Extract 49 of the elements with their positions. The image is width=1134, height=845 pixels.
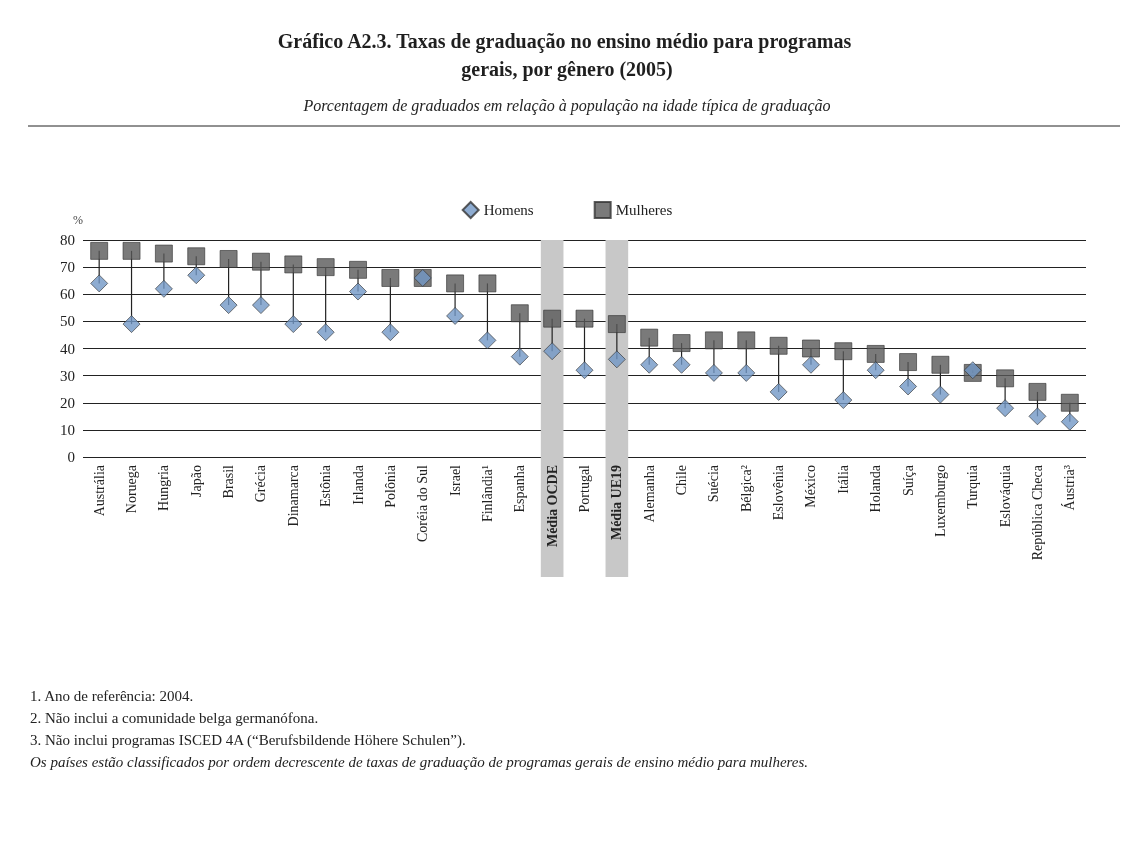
x-tick-label: Áustria³	[1061, 465, 1078, 511]
x-tick-label: República Checa	[1029, 464, 1045, 561]
legend-label: Homens	[483, 202, 534, 218]
legend-label: Mulheres	[615, 202, 673, 218]
y-tick-label: 30	[60, 367, 75, 384]
x-tick-label: Suécia	[706, 464, 722, 503]
x-tick-label: Eslovênia	[771, 464, 787, 521]
x-tick-label: Brasil	[221, 464, 237, 499]
text: 3. Não inclui programas ISCED 4A (“Berufsbildende Höhere Schulen”).	[30, 731, 466, 749]
x-tick-label: Itália	[835, 464, 851, 494]
x-tick-label: Polônia	[382, 464, 398, 508]
x-tick-label: Eslováquia	[997, 464, 1013, 528]
x-tick-label: Finlândia¹	[479, 465, 495, 523]
x-tick-label: Japão	[188, 465, 204, 497]
y-axis-title: %	[73, 213, 83, 227]
x-tick-label: Noruega	[124, 464, 140, 514]
text: Os países estão classificados por ordem decrescente de taxas de graduação de programas gerais de ensino médio para mulheres.	[30, 753, 809, 770]
x-tick-label: Grécia	[253, 464, 269, 503]
x-tick-label: Hungria	[156, 464, 172, 511]
chart-subtitle: Porcentagem de graduados em relação à população na idade típica de graduação	[302, 96, 831, 115]
x-tick-label: Suíça	[900, 464, 916, 497]
x-tick-label: Chile	[674, 465, 690, 496]
y-tick-label: 80	[60, 232, 75, 248]
x-tick-label: Austrália	[91, 464, 107, 517]
x-tick-label: Média OCDE	[544, 465, 560, 548]
x-tick-label: Luxemburgo	[932, 465, 948, 538]
y-tick-label: 0	[67, 449, 75, 465]
x-tick-label: Portugal	[577, 464, 592, 513]
text: 1. Ano de referência: 2004.	[30, 687, 194, 704]
y-tick-label: 20	[60, 394, 75, 411]
y-tick-label: 70	[60, 259, 75, 276]
x-tick-label: México	[803, 465, 819, 508]
x-tick-label: Espanha	[512, 464, 528, 513]
y-tick-label: 40	[60, 340, 75, 357]
x-tick-label: Israel	[447, 464, 463, 497]
x-tick-label: Irlanda	[350, 464, 366, 505]
y-tick-label: 60	[60, 286, 75, 303]
y-tick-label: 50	[60, 313, 75, 330]
x-tick-label: Holanda	[868, 464, 884, 513]
y-tick-label: 10	[60, 421, 75, 438]
x-tick-label: Turquia	[965, 464, 981, 509]
x-tick-label: Bélgica²	[738, 465, 754, 512]
x-tick-label: Alemanha	[641, 464, 657, 523]
x-tick-label: Estônia	[318, 464, 334, 507]
chart-title: Gráfico A2.3. Taxas de graduação no ensino médio para programas gerais, por gênero (2005)	[277, 30, 857, 81]
text: 2. Não inclui a comunidade belga germanófona.	[30, 709, 319, 726]
x-tick-label: Média UE19	[609, 465, 625, 541]
x-tick-label: Coréia do Sul	[415, 464, 431, 542]
x-tick-label: Dinamarca	[285, 464, 301, 527]
